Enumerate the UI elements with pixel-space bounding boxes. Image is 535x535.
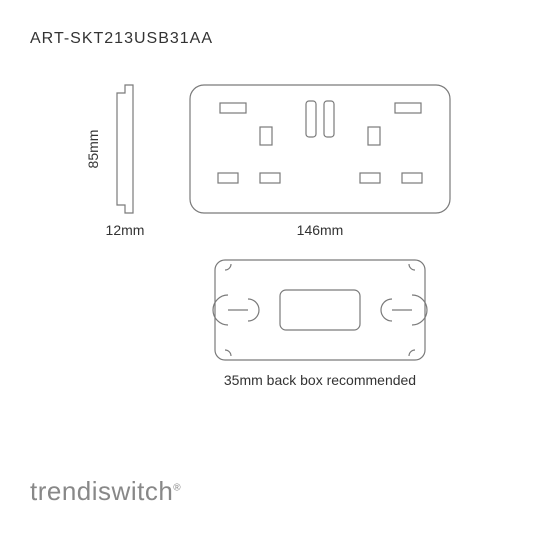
brand-symbol: ® (173, 482, 181, 493)
brand-text: trendiswitch (30, 476, 173, 506)
socket-right (360, 103, 422, 183)
side-profile (117, 85, 133, 213)
technical-diagram: 85mm 12mm 146mm 35mm back box recommende… (0, 55, 535, 475)
front-plate (190, 85, 450, 213)
backbox-label: 35mm back box recommended (224, 372, 416, 388)
socket-left (218, 103, 280, 183)
center-switches (306, 101, 334, 137)
height-label: 85mm (85, 130, 101, 169)
width-label: 146mm (297, 222, 344, 238)
brand-logo: trendiswitch® (30, 476, 181, 507)
depth-label: 12mm (106, 222, 145, 238)
product-code: ART-SKT213USB31AA (30, 30, 213, 48)
back-box (213, 260, 427, 360)
